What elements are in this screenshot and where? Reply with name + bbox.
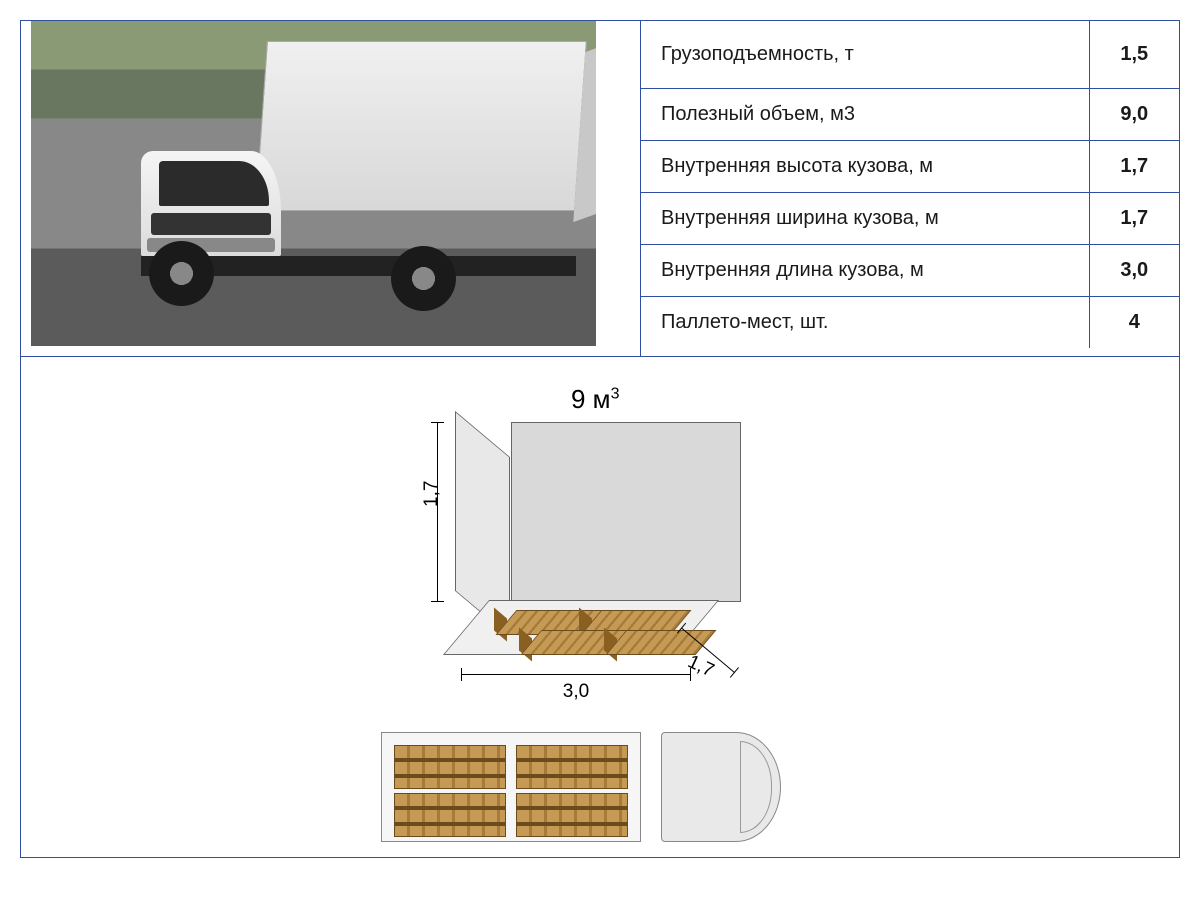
cargo-back-face [511,422,741,602]
truck-cab [141,151,281,256]
dim-height-label: 1,7 [421,481,443,507]
spec-label: Паллето-мест, шт. [641,297,1089,349]
volume-text: 9 м [571,384,611,414]
spec-value: 4 [1089,297,1179,349]
table-row: Грузоподъемность, т 1,5 [641,21,1179,89]
dim-height: 1,7 [429,422,459,602]
pallet-top [394,793,506,837]
cargo-topdown-diagram [381,727,811,847]
table-row: Паллето-мест, шт. 4 [641,297,1179,349]
truck-grille [151,213,271,235]
cargo-diagram-area: 9 м3 1,7 3,0 1,7 [21,357,1179,857]
spec-table: Грузоподъемность, т 1,5 Полезный объем, … [641,21,1179,348]
top-row: Грузоподъемность, т 1,5 Полезный объем, … [21,21,1179,357]
spec-label: Внутренняя ширина кузова, м [641,193,1089,245]
spec-value: 9,0 [1089,89,1179,141]
table-row: Внутренняя высота кузова, м 1,7 [641,141,1179,193]
truck-windshield [159,161,269,206]
spec-value: 1,5 [1089,21,1179,89]
table-row: Внутренняя длина кузова, м 3,0 [641,245,1179,297]
truck-cargo-box [255,41,587,211]
topdown-cab [661,732,781,842]
spec-label: Внутренняя длина кузова, м [641,245,1089,297]
spec-table-cell: Грузоподъемность, т 1,5 Полезный объем, … [641,21,1179,356]
vehicle-photo-cell [21,21,641,356]
dim-length-label: 3,0 [461,681,691,703]
spec-label: Внутренняя высота кузова, м [641,141,1089,193]
spec-label: Грузоподъемность, т [641,21,1089,89]
table-row: Внутренняя ширина кузова, м 1,7 [641,193,1179,245]
table-row: Полезный объем, м3 9,0 [641,89,1179,141]
vehicle-photo [31,21,596,346]
spec-value: 1,7 [1089,193,1179,245]
volume-label: 9 м3 [571,384,619,415]
truck-wheel-rear [391,246,456,311]
volume-exp: 3 [611,385,620,402]
spec-label: Полезный объем, м3 [641,89,1089,141]
pallet-top [516,745,628,789]
spec-value: 1,7 [1089,141,1179,193]
topdown-cargo-box [381,732,641,842]
pallet-top [394,745,506,789]
vehicle-spec-card: Грузоподъемность, т 1,5 Полезный объем, … [20,20,1180,858]
truck-wheel-front [149,241,214,306]
pallet-top [516,793,628,837]
cargo-3d-diagram: 9 м3 1,7 3,0 1,7 [441,412,751,672]
spec-value: 3,0 [1089,245,1179,297]
